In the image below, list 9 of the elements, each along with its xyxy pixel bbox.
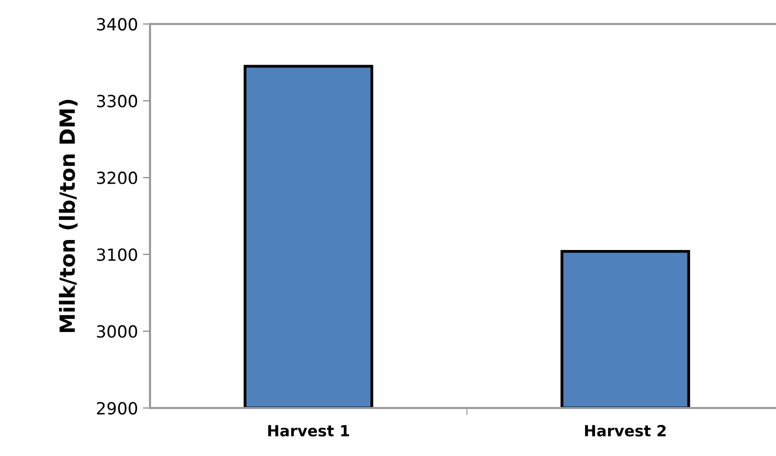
y-tick-label: 3200	[97, 172, 138, 184]
y-tick-label: 3100	[97, 248, 138, 261]
y-tick-label: 3000	[97, 325, 138, 338]
y-axis-title: Milk/ton (lb/ton DM)	[58, 100, 78, 332]
y-tick-label: 2900	[97, 402, 138, 415]
x-tick-label: Harvest 2	[585, 424, 666, 436]
y-tick-label: 3400	[97, 18, 138, 31]
y-tick-label: 3300	[97, 94, 138, 108]
x-tick-label: Harvest 1	[268, 425, 350, 436]
